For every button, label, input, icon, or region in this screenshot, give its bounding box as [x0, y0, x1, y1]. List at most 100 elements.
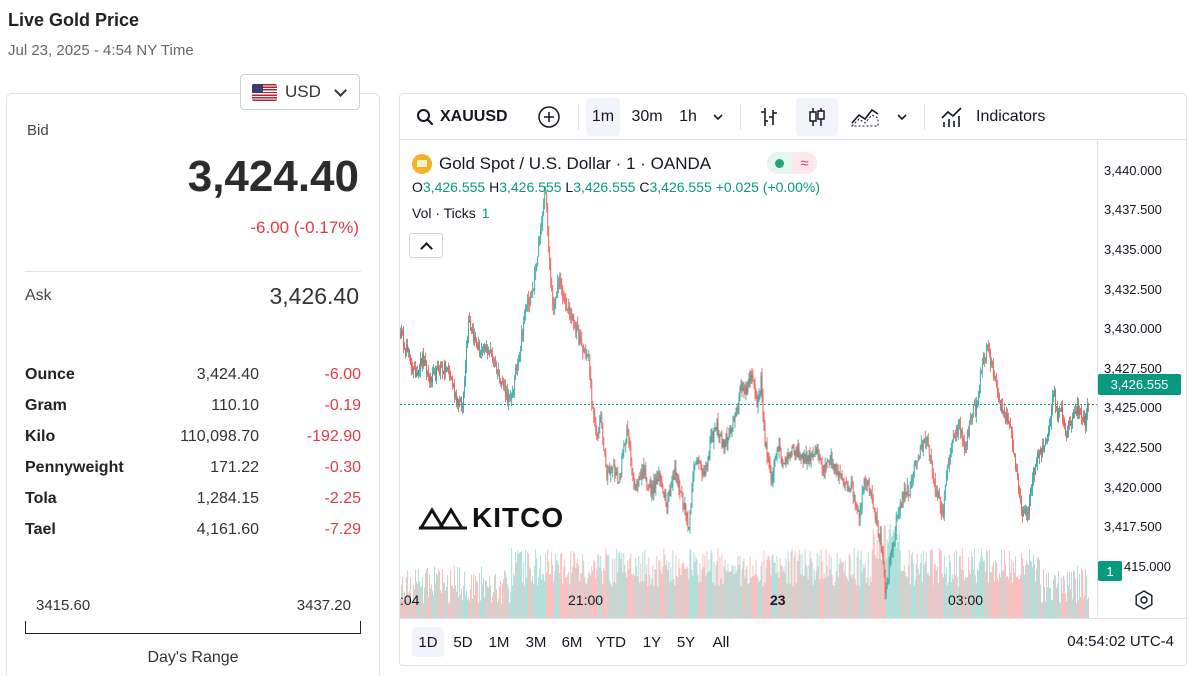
bar-chart-type-button[interactable] — [752, 98, 786, 136]
volume-bar — [505, 572, 507, 618]
candles-chart-type-button[interactable] — [796, 98, 838, 136]
volume-bar — [880, 559, 882, 618]
volume-bar — [680, 575, 682, 618]
volume-bar — [851, 577, 853, 618]
candle-body — [1088, 404, 1089, 406]
interval-30m[interactable]: 30m — [631, 108, 663, 125]
range-tab-1y[interactable]: 1Y — [642, 633, 662, 651]
candle-body — [604, 449, 606, 452]
range-tab-6m[interactable]: 6M — [561, 633, 583, 651]
indicators-button[interactable]: Indicators — [936, 98, 1060, 136]
volume-bar — [1031, 561, 1032, 618]
volume-bar — [823, 573, 825, 618]
candle-body — [767, 456, 769, 459]
candle-body — [465, 366, 466, 383]
gold-bar-icon — [412, 154, 432, 174]
volume-bar — [641, 581, 643, 618]
candle-body — [922, 442, 924, 451]
interval-1m[interactable]: 1m — [586, 98, 620, 136]
range-tab-3m[interactable]: 3M — [525, 633, 547, 651]
candle-body — [1022, 509, 1023, 516]
candle-body — [468, 320, 469, 337]
interval-1h[interactable]: 1h — [679, 108, 697, 125]
candle-body — [1027, 511, 1028, 515]
candle-body — [687, 518, 689, 529]
candle-body — [556, 293, 558, 297]
chart-type-dropdown[interactable] — [890, 98, 914, 136]
candle-body — [696, 461, 698, 463]
volume-bar — [994, 560, 996, 618]
candle-body — [601, 416, 603, 424]
volume-bar — [463, 586, 464, 618]
price-plot[interactable] — [400, 140, 1097, 618]
candle-body — [772, 475, 774, 480]
candle-body — [483, 344, 484, 347]
volume-bar — [840, 560, 842, 618]
volume-bar — [839, 558, 841, 618]
candle-body — [902, 495, 904, 500]
candle-body — [1028, 511, 1029, 513]
candle-body — [600, 416, 602, 418]
candle-body — [484, 344, 485, 351]
candle-body — [530, 291, 532, 305]
volume-bar — [865, 582, 867, 618]
volume-bar — [765, 567, 767, 618]
market-status-pill[interactable]: ≈ — [767, 152, 817, 174]
volume-bar — [649, 574, 651, 618]
range-tab-ytd[interactable]: YTD — [596, 633, 626, 651]
area-chart-type-button[interactable] — [846, 98, 884, 136]
high-label: H — [489, 179, 500, 195]
candle-body — [907, 485, 909, 495]
range-tab-5d[interactable]: 5D — [453, 633, 473, 651]
volume-bar — [977, 570, 979, 618]
candle-body — [807, 456, 809, 462]
candle-body — [755, 394, 757, 397]
candle-body — [501, 381, 502, 385]
range-high: 3437.20 — [296, 597, 351, 614]
volume-bar — [833, 585, 835, 618]
candle-body — [643, 465, 645, 477]
symbol-search-button[interactable]: XAUUSD — [410, 98, 510, 136]
currency-select[interactable]: USD — [240, 74, 360, 110]
volume-bar — [932, 584, 934, 618]
compare-button[interactable] — [532, 98, 566, 136]
candle-body — [1020, 493, 1021, 496]
range-tab-all[interactable]: All — [712, 633, 730, 651]
candle-body — [698, 459, 700, 463]
candle-body — [899, 503, 901, 512]
candle-body — [661, 481, 663, 488]
candle-body — [440, 364, 441, 374]
volume-bar — [993, 580, 995, 618]
interval-dropdown[interactable] — [706, 98, 730, 136]
volume-bar — [1038, 556, 1039, 618]
volume-bar — [812, 584, 814, 618]
candle-body — [958, 420, 960, 424]
volume-bar — [973, 548, 975, 618]
range-tab-1d[interactable]: 1D — [412, 627, 444, 657]
volume-bar — [773, 562, 775, 618]
candle-body — [728, 431, 730, 439]
volume-bar — [929, 550, 931, 618]
candle-body — [622, 452, 624, 456]
volume-bar — [601, 571, 603, 618]
volume-bar — [472, 598, 474, 618]
volume-bar — [877, 558, 879, 618]
candle-body — [480, 353, 481, 355]
candle-body — [913, 464, 915, 477]
volume-bar — [751, 576, 753, 618]
volume-bar — [972, 568, 974, 618]
candle-body — [745, 387, 747, 394]
candle-body — [771, 479, 773, 481]
volume-bar — [541, 579, 543, 618]
chart-settings-icon[interactable] — [1133, 589, 1155, 611]
collapse-legend-button[interactable] — [409, 233, 443, 258]
candle-body — [730, 428, 732, 433]
candle-body — [678, 477, 680, 489]
volume-bar — [705, 575, 707, 618]
price-card: Bid 3,424.40 -6.00 (-0.17%) Ask 3,426.40… — [6, 93, 380, 676]
range-tab-5y[interactable]: 5Y — [676, 633, 696, 651]
range-tab-1m[interactable]: 1M — [488, 633, 510, 651]
volume-bar — [402, 577, 403, 618]
volume-bar — [872, 528, 874, 618]
volume-bar — [798, 549, 800, 618]
